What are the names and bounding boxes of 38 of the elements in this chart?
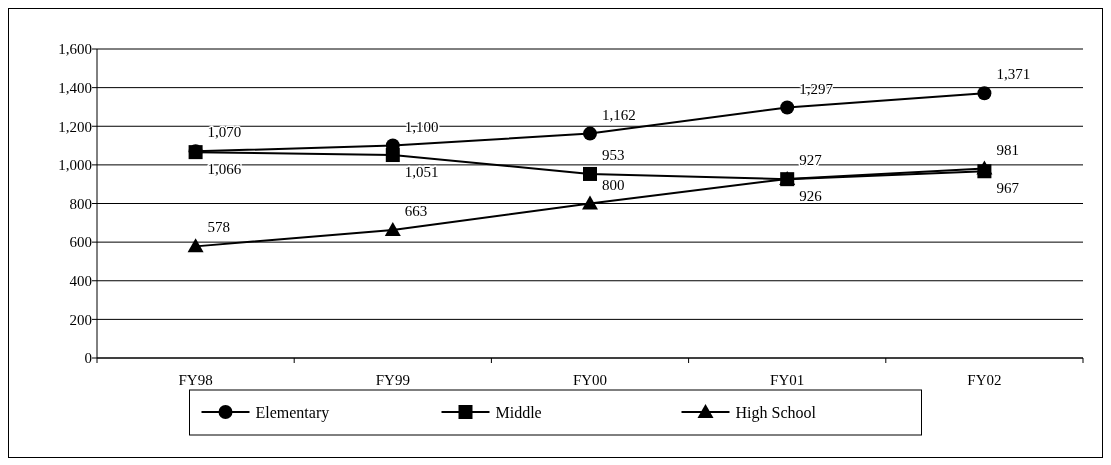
point (976, 160, 993, 175)
x-tick-label: FY02 (967, 372, 1002, 388)
y-tick-label: 1,000 (58, 157, 92, 174)
legend-label: Elementary (255, 403, 330, 422)
data-label: 1,162 (602, 106, 636, 123)
data-label: 981 (996, 141, 1019, 158)
y-tick-label: 600 (69, 234, 92, 251)
x-tick-label: FY98 (178, 372, 213, 388)
data-label: 967 (996, 180, 1020, 197)
y-tick-label: 400 (69, 273, 92, 289)
data-label: 926 (799, 188, 823, 205)
data-label: 1,371 (996, 66, 1031, 83)
point (977, 86, 992, 101)
data-label: 1,051 (404, 164, 439, 181)
y-tick-label: 1,400 (58, 79, 92, 96)
data-label: 578 (207, 219, 231, 236)
point (582, 195, 598, 210)
y-tick-label: 0 (84, 350, 92, 367)
point (583, 126, 597, 141)
x-tick-label: FY00 (572, 372, 608, 388)
y-tick-label: 800 (69, 195, 92, 212)
point (187, 238, 204, 253)
y-tick-label: 1,600 (58, 41, 92, 58)
legend-label: Middle (495, 403, 542, 421)
y-tick-label: 1,200 (58, 118, 92, 135)
point (385, 148, 400, 163)
data-label: 663 (404, 202, 428, 219)
data-label: 1,070 (207, 124, 242, 141)
point (384, 221, 401, 236)
point (780, 100, 795, 115)
x-tick-label: FY99 (375, 372, 410, 388)
data-label: 800 (602, 176, 625, 193)
point (583, 166, 597, 181)
x-tick-label: FY01 (770, 372, 805, 388)
data-label: 953 (602, 146, 625, 163)
data-label: 1,066 (207, 161, 242, 178)
legend-label: High School (735, 403, 817, 422)
y-tick-label: 200 (69, 311, 92, 328)
